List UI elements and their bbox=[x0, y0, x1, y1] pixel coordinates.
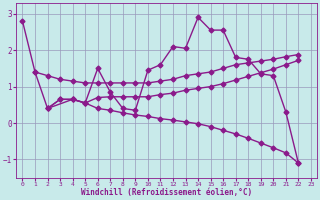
X-axis label: Windchill (Refroidissement éolien,°C): Windchill (Refroidissement éolien,°C) bbox=[81, 188, 252, 197]
